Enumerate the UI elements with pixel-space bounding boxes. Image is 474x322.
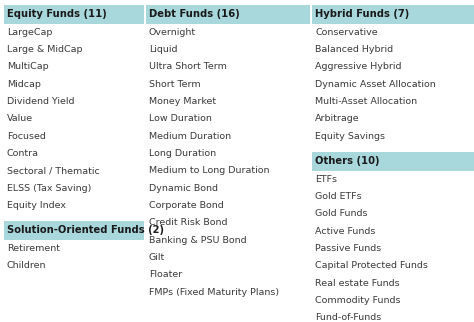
Text: Real estate Funds: Real estate Funds <box>315 279 400 288</box>
Text: Gold Funds: Gold Funds <box>315 209 368 218</box>
Text: Dynamic Bond: Dynamic Bond <box>149 184 218 193</box>
Text: Debt Funds (16): Debt Funds (16) <box>149 9 239 19</box>
Text: Long Duration: Long Duration <box>149 149 216 158</box>
Text: Focused: Focused <box>7 132 46 141</box>
Text: Value: Value <box>7 114 33 123</box>
Text: FMPs (Fixed Maturity Plans): FMPs (Fixed Maturity Plans) <box>149 288 279 297</box>
Text: Gilt: Gilt <box>149 253 165 262</box>
Text: Others (10): Others (10) <box>315 156 380 166</box>
Bar <box>4 221 144 240</box>
Bar <box>312 152 474 171</box>
Text: Equity Index: Equity Index <box>7 201 65 210</box>
Text: Aggressive Hybrid: Aggressive Hybrid <box>315 62 401 71</box>
Text: Dynamic Asset Allocation: Dynamic Asset Allocation <box>315 80 436 89</box>
Bar <box>146 5 310 24</box>
Bar <box>4 5 144 24</box>
Text: Short Term: Short Term <box>149 80 201 89</box>
Text: Equity Savings: Equity Savings <box>315 132 385 141</box>
Text: Fund-of-Funds: Fund-of-Funds <box>315 313 382 322</box>
Text: Balanced Hybrid: Balanced Hybrid <box>315 45 393 54</box>
Text: Ultra Short Term: Ultra Short Term <box>149 62 227 71</box>
Text: Medium Duration: Medium Duration <box>149 132 231 141</box>
Text: Large & MidCap: Large & MidCap <box>7 45 82 54</box>
Text: Capital Protected Funds: Capital Protected Funds <box>315 261 428 270</box>
Text: Corporate Bond: Corporate Bond <box>149 201 224 210</box>
Text: MultiCap: MultiCap <box>7 62 48 71</box>
Text: Sectoral / Thematic: Sectoral / Thematic <box>7 166 100 175</box>
Text: Gold ETFs: Gold ETFs <box>315 192 362 201</box>
Text: Floater: Floater <box>149 270 182 279</box>
Bar <box>312 5 474 24</box>
Text: Active Funds: Active Funds <box>315 227 375 236</box>
Text: Banking & PSU Bond: Banking & PSU Bond <box>149 236 246 244</box>
Text: Multi-Asset Allocation: Multi-Asset Allocation <box>315 97 417 106</box>
Text: Equity Funds (11): Equity Funds (11) <box>7 9 106 19</box>
Text: Commodity Funds: Commodity Funds <box>315 296 401 305</box>
Text: Credit Risk Bond: Credit Risk Bond <box>149 218 228 227</box>
Text: Conservative: Conservative <box>315 28 378 37</box>
Text: Solution-Oriented Funds (2): Solution-Oriented Funds (2) <box>7 225 164 235</box>
Text: Midcap: Midcap <box>7 80 40 89</box>
Text: Low Duration: Low Duration <box>149 114 212 123</box>
Text: Liquid: Liquid <box>149 45 177 54</box>
Text: Contra: Contra <box>7 149 39 158</box>
Text: Arbitrage: Arbitrage <box>315 114 360 123</box>
Text: Overnight: Overnight <box>149 28 196 37</box>
Text: LargeCap: LargeCap <box>7 28 52 37</box>
Text: Medium to Long Duration: Medium to Long Duration <box>149 166 269 175</box>
Text: Passive Funds: Passive Funds <box>315 244 382 253</box>
Text: Hybrid Funds (7): Hybrid Funds (7) <box>315 9 410 19</box>
Text: ETFs: ETFs <box>315 175 337 184</box>
Text: Retirement: Retirement <box>7 244 60 253</box>
Text: Children: Children <box>7 261 46 270</box>
Text: Money Market: Money Market <box>149 97 216 106</box>
Text: ELSS (Tax Saving): ELSS (Tax Saving) <box>7 184 91 193</box>
Text: Dividend Yield: Dividend Yield <box>7 97 74 106</box>
